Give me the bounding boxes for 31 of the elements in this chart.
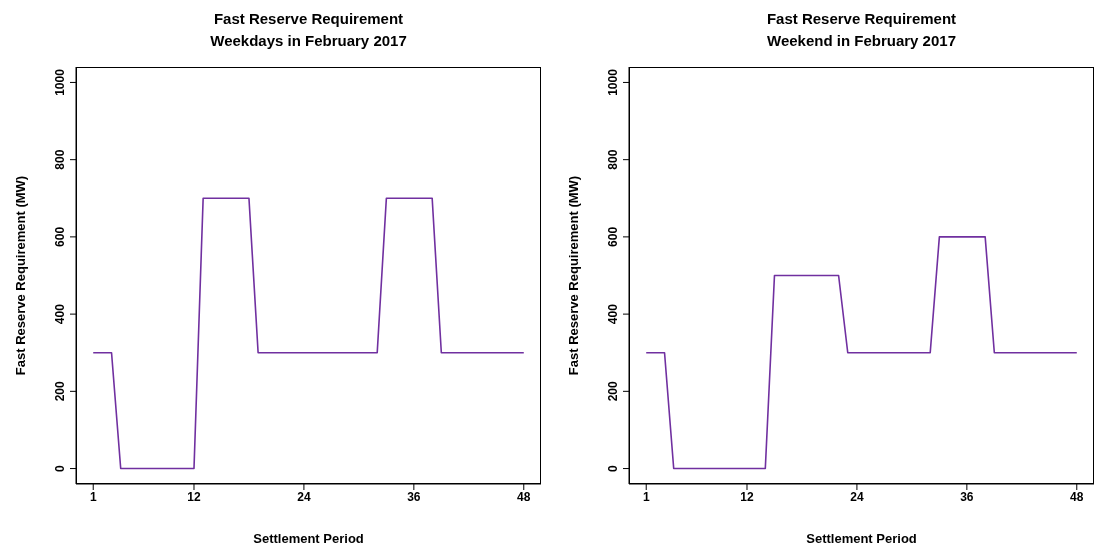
y-tick-label: 200 (606, 381, 620, 402)
chart-title: Fast Reserve Requirement (765, 9, 958, 29)
x-tick-label: 12 (187, 489, 201, 504)
y-tick-label: 600 (606, 226, 620, 247)
x-axis-title: Settlement Period (253, 531, 364, 546)
y-axis-title: Fast Reserve Requirement (MW) (12, 175, 28, 376)
y-tick-label: 200 (53, 381, 67, 402)
y-tick-label: 1000 (53, 68, 67, 96)
x-tick-label: 24 (297, 489, 311, 504)
x-tick-label: 48 (1070, 489, 1084, 504)
y-axis-title: Fast Reserve Requirement (MW) (565, 175, 581, 376)
x-tick-label: 36 (407, 489, 421, 504)
chart-subtitle: Weekend in February 2017 (766, 31, 957, 51)
y-tick-label: 600 (53, 226, 67, 247)
chart-title: Fast Reserve Requirement (212, 9, 405, 29)
y-tick-label: 400 (606, 303, 620, 325)
y-tick-label: 800 (53, 149, 67, 170)
y-tick-label: 0 (53, 464, 67, 472)
y-tick-label: 0 (606, 464, 620, 472)
chart-subtitle: Weekdays in February 2017 (209, 31, 408, 51)
x-tick-label: 1 (89, 489, 97, 504)
x-tick-label: 12 (740, 489, 754, 504)
y-tick-label: 400 (53, 303, 67, 325)
line-series (645, 236, 1078, 470)
y-tick-label: 1000 (606, 68, 620, 96)
x-tick-label: 1 (642, 489, 650, 504)
x-axis-title: Settlement Period (806, 531, 917, 546)
x-tick-label: 24 (850, 489, 864, 504)
x-tick-label: 48 (517, 489, 531, 504)
y-tick-label: 800 (606, 149, 620, 170)
x-tick-label: 36 (960, 489, 974, 504)
